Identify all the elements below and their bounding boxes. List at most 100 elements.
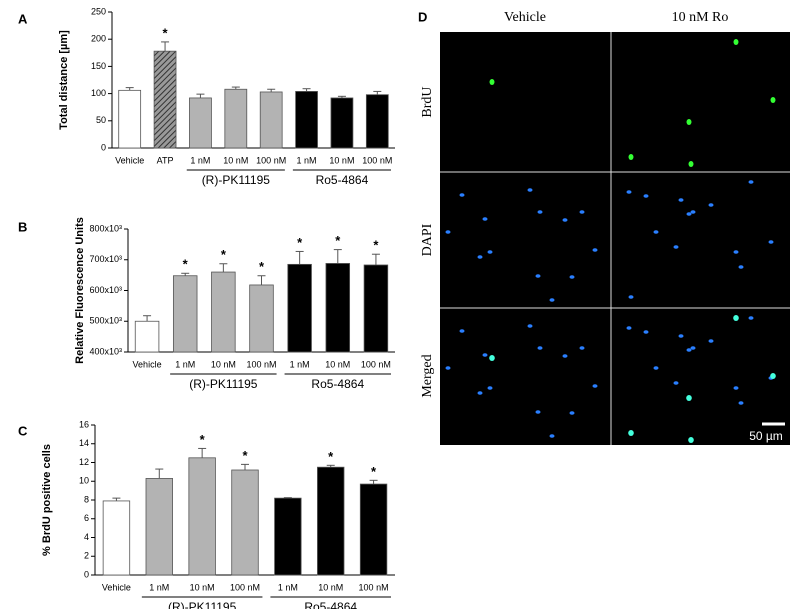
row-label: BrdU [420,86,435,117]
bar [118,89,142,149]
y-axis-title: % BrdU positive cells [41,444,53,556]
nucleus [643,194,649,198]
significance: * [259,259,265,274]
significance: * [163,25,169,40]
nucleus [487,386,493,390]
x-tick-label: 100 nM [230,582,260,592]
nucleus [673,381,679,385]
x-tick-label: Vehicle [133,359,162,369]
y-tick-label: 150 [91,61,106,71]
bar [274,497,302,576]
y-tick-label: 2 [84,551,89,561]
nucleus [738,401,744,405]
x-tick-label: 100 nM [256,155,286,165]
nucleus [549,298,555,302]
y-tick-label: 700x10³ [89,254,122,264]
nucleus [535,274,541,278]
x-tick-label: 100 nM [359,582,389,592]
panel-label: D [418,9,427,24]
nucleus [477,391,483,395]
nucleus [708,339,714,343]
group-label: Ro5-4864 [304,600,357,609]
y-tick-label: 200 [91,34,106,44]
bar [102,500,131,576]
x-tick-label: 10 nM [211,359,236,369]
panel-label: C [18,423,28,438]
bar [287,263,312,353]
significance: * [183,257,189,272]
x-tick-label: 1 nM [278,582,298,592]
nucleus [748,316,754,320]
x-tick-label: 10 nM [190,582,215,592]
nucleus [527,324,533,328]
nucleus [678,198,684,202]
column-header: 10 nM Ro [672,10,729,25]
x-tick-label: 10 nM [325,359,350,369]
bar [231,469,259,576]
nucleus [459,193,465,197]
y-tick-label: 0 [101,142,106,152]
nucleus [686,119,692,125]
nucleus [562,218,568,222]
x-tick-label: 1 nM [297,155,317,165]
nucleus [708,203,714,207]
x-tick-label: 100 nM [246,359,276,369]
x-tick-label: 1 nM [175,359,195,369]
bar [189,97,212,149]
bar [317,466,345,576]
nucleus [445,366,451,370]
bar [363,264,389,353]
nucleus [527,188,533,192]
nucleus [653,230,659,234]
y-tick-label: 600x10³ [89,285,122,295]
nucleus [489,79,495,85]
y-tick-label: 10 [79,476,89,486]
nucleus [592,248,598,252]
significance: * [335,233,341,248]
row-label: Merged [420,354,435,397]
y-tick-label: 500x10³ [89,316,122,326]
y-axis-title: Total distance [µm] [58,30,70,130]
group-label: (R)-PK11195 [202,173,271,187]
nucleus [626,326,632,330]
nucleus [748,180,754,184]
nucleus [569,411,575,415]
bar [259,91,283,149]
bar [359,483,388,576]
significance: * [328,449,334,464]
bar [134,320,160,353]
x-tick-label: 100 nM [362,155,392,165]
bar [365,94,389,149]
nucleus [579,346,585,350]
significance: * [297,235,303,250]
nucleus [487,250,493,254]
y-tick-label: 0 [84,569,89,579]
x-tick-label: ATP [157,155,174,165]
nucleus [686,348,692,352]
significance: * [200,432,206,447]
micrograph-image [440,32,790,445]
nucleus [686,212,692,216]
panel-label: B [18,219,27,234]
nucleus [549,434,555,438]
x-tick-label: 1 nM [290,359,310,369]
y-tick-label: 400x10³ [89,346,122,356]
column-header: Vehicle [504,10,546,25]
nucleus [673,245,679,249]
y-tick-label: 6 [84,513,89,523]
nucleus [733,315,739,321]
nucleus [733,39,739,45]
bar [330,97,354,149]
nucleus [459,329,465,333]
y-axis-title: Relative Fluorescence Units [74,217,86,364]
y-tick-label: 4 [84,532,89,542]
group-label: (R)-PK11195 [168,600,237,609]
nucleus [537,346,543,350]
bar [172,275,198,353]
nucleus [628,154,634,160]
bar [325,263,351,353]
nucleus [477,255,483,259]
